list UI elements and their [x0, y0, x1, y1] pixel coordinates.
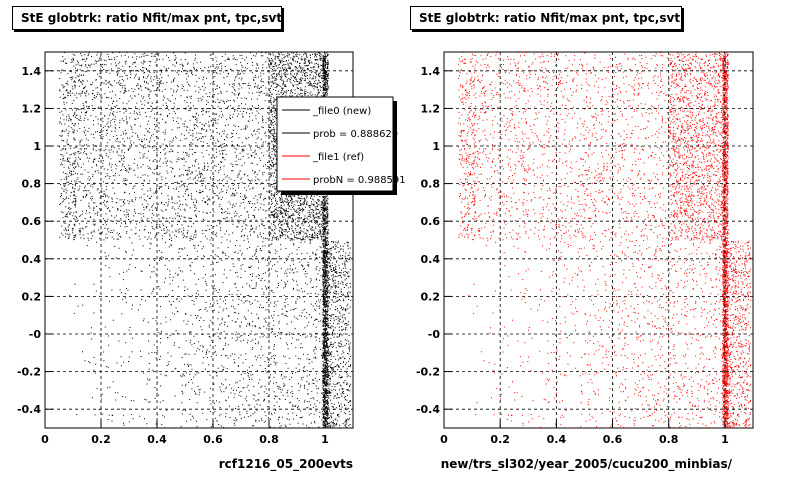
legend-box [276, 96, 394, 192]
x-tick-label: 0.8 [659, 433, 679, 446]
x-tick-label: 0.6 [203, 433, 223, 446]
y-tick-label: 0.2 [22, 290, 42, 303]
y-tick-label: 0.8 [421, 178, 441, 191]
y-tick-label: -0.4 [416, 403, 440, 416]
plot1-title: StE globtrk: ratio Nfit/max pnt, tpc,svt [12, 6, 282, 30]
y-tick-label: 1.2 [22, 102, 42, 115]
y-tick-label: 0.2 [421, 290, 441, 303]
y-tick-label: 0.6 [421, 215, 441, 228]
x-tick-label: 1 [721, 433, 729, 446]
y-tick-label: -0 [428, 328, 441, 341]
axes: 0 0.2 0.4 0.6 0.8 1 -0.4 -0.2 -0 0.2 0.4 0.6 0.8 1 1.2… [416, 65, 733, 472]
plot-frame [443, 51, 754, 429]
y-tick-label: 1.4 [22, 65, 42, 78]
y-tick-label: -0.2 [17, 366, 41, 379]
x-tick-label: 0.4 [547, 433, 567, 446]
legend-label: prob = 0.888629 [313, 129, 398, 140]
y-tick-label: 0.8 [22, 178, 42, 191]
plot2-title: StE globtrk: ratio Nfit/max pnt, tpc,svt [410, 6, 682, 30]
y-tick-label: 1 [33, 140, 41, 153]
plot2-area: 0 0.2 0.4 0.6 0.8 1 -0.4 -0.2 -0 0.2 0.4 0.6 0.8 1 1.2… [416, 51, 754, 472]
axes: 0 0.2 0.4 0.6 0.8 1 -0.4 -0.2 -0 0.2 0.4 0.6 0.8 1 1.2… [17, 65, 353, 472]
x-tick-label: 0.6 [603, 433, 623, 446]
y-tick-label: 1.2 [421, 102, 441, 115]
y-tick-label: -0.2 [416, 366, 440, 379]
y-tick-label: 0.4 [421, 253, 441, 266]
legend-label: probN = 0.988591 [313, 175, 406, 186]
x-tick-label: 0 [440, 433, 448, 446]
legend-label: _file0 (new) [312, 106, 371, 117]
x-axis-label: new/trs_sl302/year_2005/cucu200_minbias/ [441, 457, 733, 472]
y-tick-label: -0.4 [17, 403, 41, 416]
x-axis-label: rcf1216_05_200evts [219, 457, 353, 472]
x-tick-label: 0.4 [147, 433, 167, 446]
grid [443, 52, 753, 428]
y-tick-label: 1 [432, 140, 440, 153]
y-tick-label: 0.4 [22, 253, 42, 266]
legend-label: _file1 (ref) [312, 152, 364, 163]
x-tick-label: 0.8 [259, 433, 279, 446]
y-tick-label: -0 [29, 328, 42, 341]
y-tick-label: 1.4 [421, 65, 441, 78]
x-tick-label: 1 [321, 433, 329, 446]
y-tick-label: 0.6 [22, 215, 42, 228]
x-tick-label: 0 [41, 433, 49, 446]
x-tick-label: 0.2 [91, 433, 111, 446]
plot1-legend: _file0 (new) prob = 0.888629 _file1 (ref) p… [276, 96, 406, 195]
x-tick-label: 0.2 [490, 433, 510, 446]
